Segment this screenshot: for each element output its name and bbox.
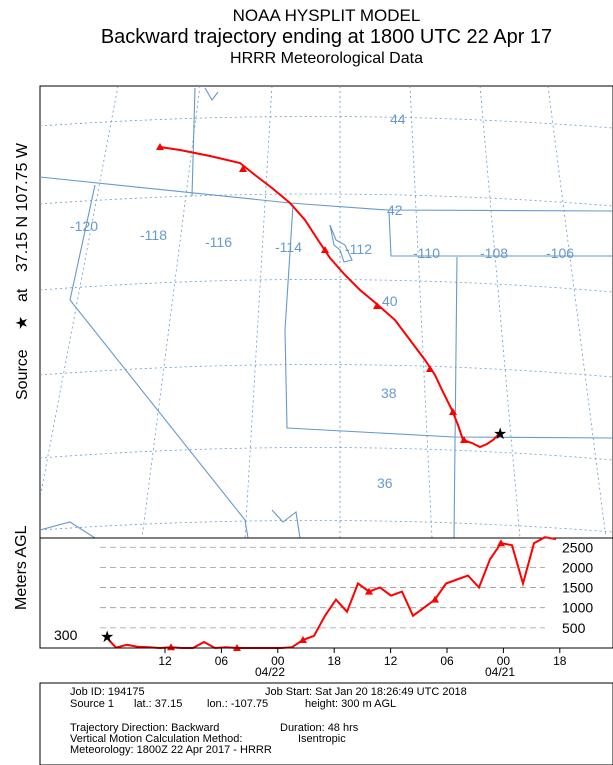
- lat-label: 36: [377, 475, 393, 491]
- x-tick-label: 12: [384, 654, 398, 668]
- x-tick-label: 06: [215, 654, 229, 668]
- trajectory-marker: [156, 143, 164, 150]
- source-lat: lat.: 37.15: [134, 698, 183, 710]
- at-label: at: [14, 288, 31, 302]
- height-start-star-icon: ★: [100, 629, 114, 646]
- y-tick-label: 1000: [562, 600, 593, 616]
- lat-label: 38: [381, 385, 397, 401]
- y-tick-label: 2000: [562, 559, 593, 575]
- job-id: Job ID: 194175: [70, 686, 145, 698]
- map-panel: -120 -118 -116 -114 -112 -110 -108 -106 …: [39, 85, 613, 539]
- y-tick-label: 1500: [562, 580, 593, 596]
- trajectory-marker: [449, 408, 457, 415]
- latitude-grid: [40, 116, 613, 533]
- latitude-labels: 44 42 40 38 36: [377, 111, 406, 491]
- trajectory-line: [159, 146, 501, 449]
- height-marker: [431, 595, 439, 603]
- lon-label: -118: [140, 227, 167, 243]
- source-side-label: Source ★ at 37.15 N 107.75 W: [14, 142, 31, 400]
- x-tick-label: 18: [553, 654, 567, 668]
- lon-label: -110: [413, 245, 440, 261]
- source-location-label: 37.15 N 107.75 W: [14, 142, 31, 272]
- trajectory-marker: [426, 365, 434, 372]
- lat-label: 44: [390, 111, 406, 127]
- longitude-grid: [40, 86, 607, 538]
- lon-label: -116: [205, 234, 232, 250]
- trajectory-marker: [239, 165, 247, 172]
- height-marker: [365, 587, 373, 595]
- title-trajectory: Backward trajectory ending at 1800 UTC 2…: [100, 26, 553, 48]
- lon-label: -114: [275, 239, 302, 255]
- y-axis-label: Meters AGL: [13, 525, 30, 610]
- lon-label: -120: [70, 218, 98, 234]
- y-tick-label: 2500: [562, 539, 593, 555]
- lon-label: -108: [480, 245, 508, 261]
- y-tick-label: 500: [562, 620, 586, 636]
- source-id: Source 1: [70, 698, 115, 710]
- x-tick-label: 00: [497, 654, 511, 668]
- trajectory-marker: [321, 246, 329, 253]
- lon-label: -106: [546, 245, 574, 261]
- vertical-motion-label: Vertical Motion Calculation Method:: [70, 733, 243, 745]
- x-tick-label: 00: [271, 654, 285, 668]
- title-met-data: HRRR Meteorological Data: [230, 50, 423, 67]
- start-height-label: 300: [54, 627, 78, 643]
- height-marker: [299, 635, 307, 643]
- footer-job-row: Job ID: 194175: [70, 686, 145, 698]
- source-label: Source: [14, 349, 31, 400]
- trajectory-marker: [373, 302, 381, 309]
- state-boundaries: [40, 87, 613, 538]
- height-tick-labels: 500 1000 1500 2000 2500: [562, 539, 593, 636]
- title-model: NOAA HYSPLIT MODEL: [232, 6, 421, 25]
- x-tick-label: 06: [440, 654, 454, 668]
- source-height: height: 300 m AGL: [305, 698, 397, 710]
- footer-box: [39, 682, 613, 765]
- height-marker: [497, 539, 505, 547]
- x-tick-label: 12: [158, 654, 172, 668]
- meteorology: Meteorology: 1800Z 22 Apr 2017 - HRRR: [70, 744, 272, 756]
- lon-label: -112: [345, 241, 372, 257]
- height-gridlines: [100, 546, 545, 629]
- trajectory-markers: [156, 143, 468, 443]
- date-label: 04/22: [255, 665, 285, 679]
- time-axis: 12 06 00 18 12 06 00 18 04/22 04/21: [40, 647, 613, 679]
- job-start: Job Start: Sat Jan 20 18:26:49 UTC 2018: [265, 686, 467, 698]
- date-label: 04/21: [485, 665, 515, 679]
- source-star-icon: ★: [493, 426, 507, 443]
- lat-label: 42: [387, 202, 403, 218]
- duration: Duration: 48 hrs: [280, 722, 359, 734]
- longitude-labels: -120 -118 -116 -114 -112 -110 -108 -106: [70, 218, 574, 261]
- lat-label: 40: [382, 293, 398, 309]
- x-tick-label: 18: [328, 654, 342, 668]
- trajectory-marker: [460, 436, 468, 443]
- source-star-icon: ★: [14, 316, 31, 330]
- trajectory-direction: Trajectory Direction: Backward: [70, 722, 220, 734]
- vertical-motion-value: Isentropic: [298, 733, 346, 745]
- height-panel: Meters AGL 300 500 1000 1500 2000 2500 ★: [13, 525, 613, 651]
- source-lon: lon.: -107.75: [207, 698, 269, 710]
